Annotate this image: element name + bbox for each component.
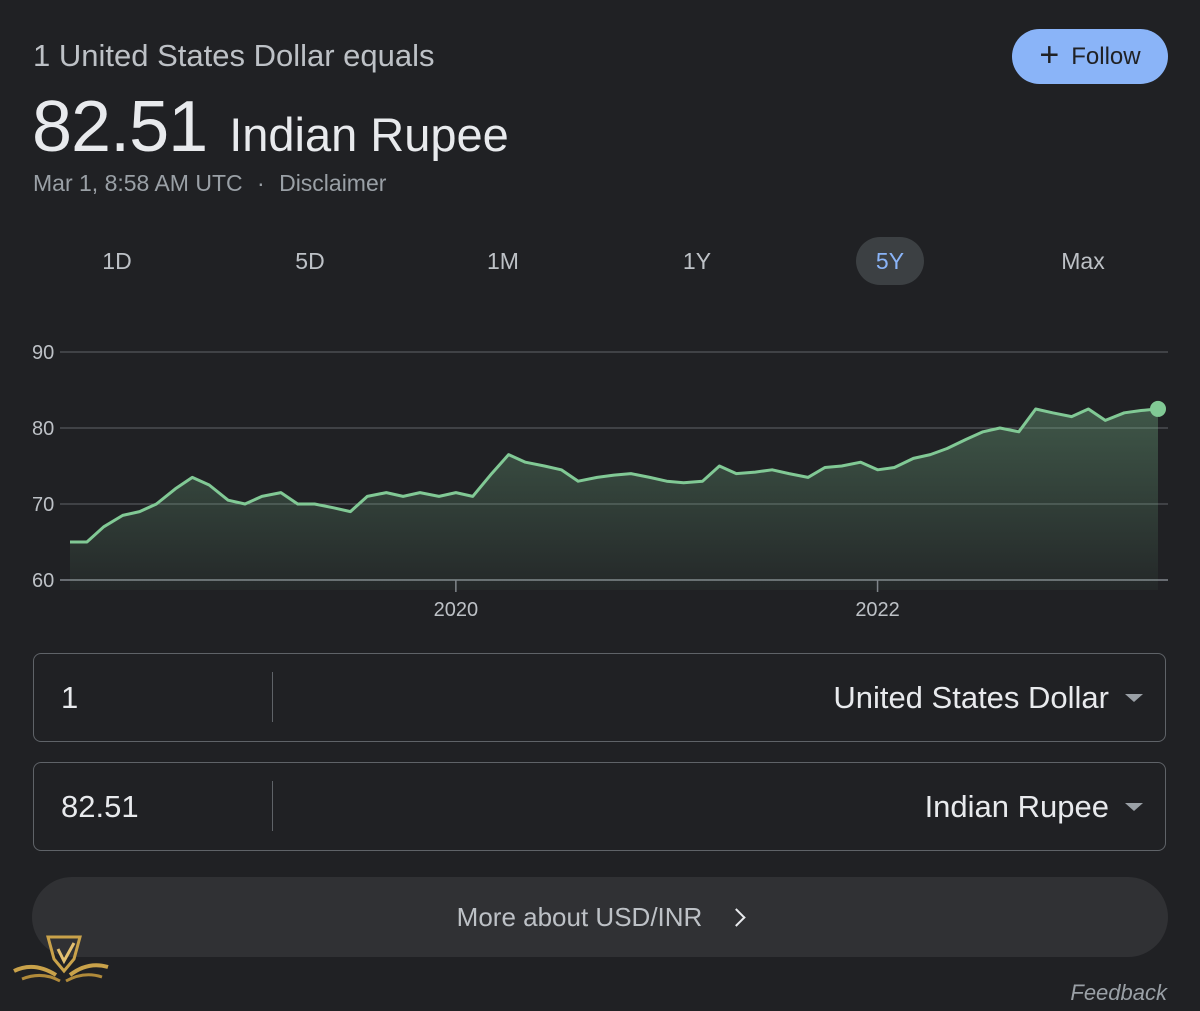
chart-latest-point — [1150, 400, 1166, 417]
plus-icon: + — [1039, 36, 1060, 74]
y-tick-label: 60 — [32, 570, 54, 592]
from-currency-select[interactable]: United States Dollar — [833, 654, 1143, 741]
follow-button[interactable]: + Follow — [1012, 29, 1168, 84]
tab-1y[interactable]: 1Y — [682, 247, 712, 274]
chevron-right-icon — [727, 907, 747, 927]
rate-row: 82.51 Indian Rupee — [32, 86, 509, 168]
disclaimer-link[interactable]: Disclaimer — [279, 170, 387, 196]
meta-separator: · — [257, 170, 265, 196]
to-currency-row: Indian Rupee — [33, 762, 1166, 851]
x-tick-label: 2022 — [855, 599, 900, 621]
more-about-button[interactable]: More about USD/INR — [32, 877, 1168, 957]
rate-currency: Indian Rupee — [229, 108, 509, 161]
tab-5d[interactable]: 5D — [295, 247, 325, 274]
timestamp: Mar 1, 8:58 AM UTC — [33, 170, 243, 196]
from-currency-label: United States Dollar — [833, 679, 1109, 715]
from-amount-input[interactable] — [34, 654, 272, 741]
tab-5y[interactable]: 5Y — [856, 237, 924, 285]
caret-down-icon — [1125, 693, 1143, 702]
to-amount-input[interactable] — [34, 763, 272, 850]
divider — [272, 672, 273, 722]
y-tick-label: 70 — [32, 494, 54, 516]
chart-series-line — [70, 407, 1159, 544]
tab-1d[interactable]: 1D — [102, 247, 132, 274]
feedback-link[interactable]: Feedback — [1070, 980, 1167, 1005]
to-currency-select[interactable]: Indian Rupee — [925, 763, 1143, 850]
meta-line: Mar 1, 8:58 AM UTC · Disclaimer — [33, 170, 386, 197]
follow-label: Follow — [1071, 42, 1141, 70]
rate-value: 82.51 — [32, 87, 208, 167]
tab-1m[interactable]: 1M — [487, 247, 519, 274]
forum-logo-watermark — [13, 935, 109, 983]
y-tick-label: 90 — [32, 342, 54, 364]
caret-down-icon — [1125, 802, 1143, 811]
y-tick-label: 80 — [32, 418, 54, 440]
chart-area-fill — [70, 408, 1158, 590]
conversion-header: 1 United States Dollar equals — [33, 38, 435, 73]
time-range-tabs: 1D 5D 1M 1Y 5Y Max — [20, 237, 1180, 287]
exchange-rate-chart: 60 70 80 90 2020 2022 — [32, 342, 1168, 621]
x-tick-label: 2020 — [434, 599, 479, 621]
more-about-label: More about USD/INR — [456, 901, 703, 932]
tab-max[interactable]: Max — [1061, 247, 1105, 274]
divider — [272, 781, 273, 831]
from-currency-row: United States Dollar — [33, 653, 1166, 742]
to-currency-label: Indian Rupee — [924, 788, 1109, 824]
